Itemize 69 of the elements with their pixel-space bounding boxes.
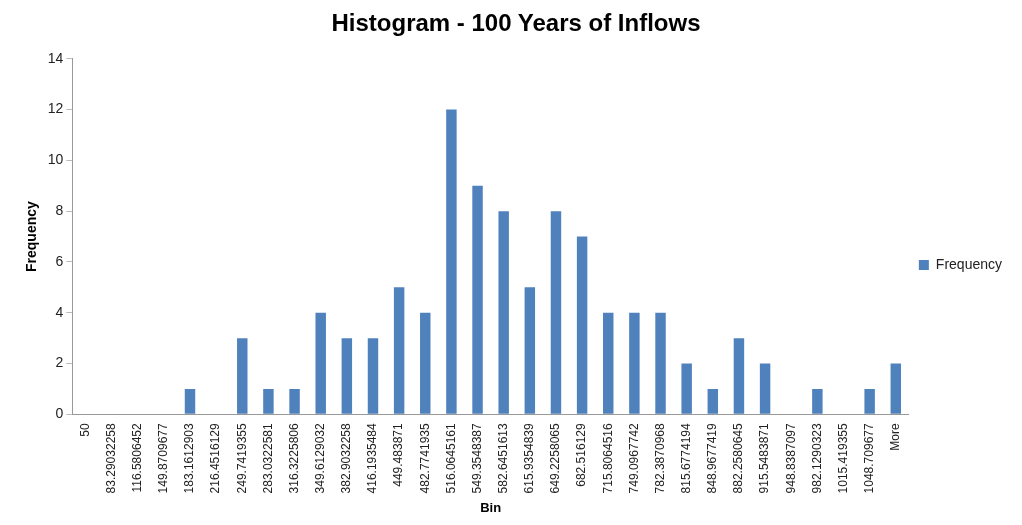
bar bbox=[367, 338, 379, 414]
bar bbox=[289, 388, 300, 414]
y-tick-label: 2 bbox=[55, 354, 64, 371]
y-tick-label: 8 bbox=[55, 202, 64, 219]
x-tick-label: 782.3870968 bbox=[652, 423, 667, 494]
bar bbox=[759, 363, 771, 414]
x-tick-label: 416.1935484 bbox=[365, 423, 380, 494]
x-tick-label: 316.3225806 bbox=[286, 423, 301, 494]
x-tick-label: 249.7419355 bbox=[234, 423, 249, 494]
bar bbox=[890, 363, 902, 414]
x-tick-label: 815.6774194 bbox=[678, 423, 693, 494]
bar bbox=[550, 211, 562, 414]
x-tick-label: 50 bbox=[77, 423, 92, 437]
bar bbox=[472, 185, 483, 414]
y-tick-label: 4 bbox=[55, 303, 64, 320]
chart-title: Histogram - 100 Years of Inflows bbox=[331, 9, 701, 37]
x-tick-label: 1015.419355 bbox=[835, 423, 850, 494]
x-tick-label: More bbox=[888, 423, 903, 451]
bar bbox=[707, 388, 719, 414]
legend-label: Frequency bbox=[935, 255, 1003, 272]
y-tick-label: 10 bbox=[47, 151, 64, 168]
x-tick-label: 915.5483871 bbox=[757, 423, 772, 494]
x-tick-label: 516.0645161 bbox=[443, 423, 458, 494]
x-tick-label: 83.29032258 bbox=[103, 423, 118, 494]
bar bbox=[263, 388, 274, 414]
bar bbox=[184, 388, 196, 414]
y-tick-label: 14 bbox=[47, 49, 64, 66]
x-tick-label: 382.9032258 bbox=[339, 423, 354, 494]
x-tick-label: 615.9354839 bbox=[522, 423, 537, 494]
x-tick-label: 882.2580645 bbox=[731, 423, 746, 494]
y-tick-label: 6 bbox=[55, 252, 64, 269]
x-tick-label: 183.1612903 bbox=[182, 423, 197, 494]
bar bbox=[524, 287, 536, 414]
x-tick-label: 582.6451613 bbox=[496, 423, 510, 494]
x-tick-label: 948.8387097 bbox=[783, 423, 798, 494]
bar bbox=[864, 388, 875, 414]
x-tick-label: 216.4516129 bbox=[208, 423, 223, 494]
bar bbox=[237, 338, 248, 414]
bar bbox=[812, 388, 823, 414]
x-tick-label: 1048.709677 bbox=[861, 423, 876, 494]
bar bbox=[576, 236, 588, 414]
x-tick-label: 982.1290323 bbox=[809, 423, 824, 494]
bar bbox=[629, 312, 640, 414]
x-tick-label: 749.0967742 bbox=[626, 423, 641, 494]
bar bbox=[681, 363, 692, 414]
bar bbox=[446, 109, 457, 414]
y-axis-title: Frequency bbox=[23, 200, 40, 272]
x-tick-label: 649.2258065 bbox=[548, 423, 563, 494]
x-tick-label: 482.7741935 bbox=[417, 423, 432, 494]
x-tick-label: 283.0322581 bbox=[260, 423, 275, 494]
x-tick-label: 715.8064516 bbox=[600, 423, 615, 494]
x-axis-title: Bin bbox=[480, 499, 502, 515]
bar bbox=[603, 312, 614, 414]
bar bbox=[341, 338, 353, 414]
x-tick-label: 349.6129032 bbox=[313, 423, 328, 494]
bar bbox=[315, 312, 326, 414]
y-tick-label: 0 bbox=[55, 405, 64, 422]
x-tick-label: 682.516129 bbox=[574, 423, 589, 487]
x-tick-label: 149.8709677 bbox=[156, 423, 171, 494]
x-tick-label: 549.3548387 bbox=[469, 423, 484, 494]
y-tick-label: 12 bbox=[47, 100, 64, 117]
bar bbox=[733, 338, 745, 414]
bar bbox=[498, 211, 509, 414]
x-tick-label: 848.9677419 bbox=[705, 423, 720, 494]
x-tick-label: 449.483871 bbox=[391, 423, 406, 487]
bar bbox=[655, 312, 666, 414]
x-tick-label: 116.5806452 bbox=[130, 423, 145, 493]
bar bbox=[420, 312, 431, 414]
bar bbox=[393, 287, 405, 414]
